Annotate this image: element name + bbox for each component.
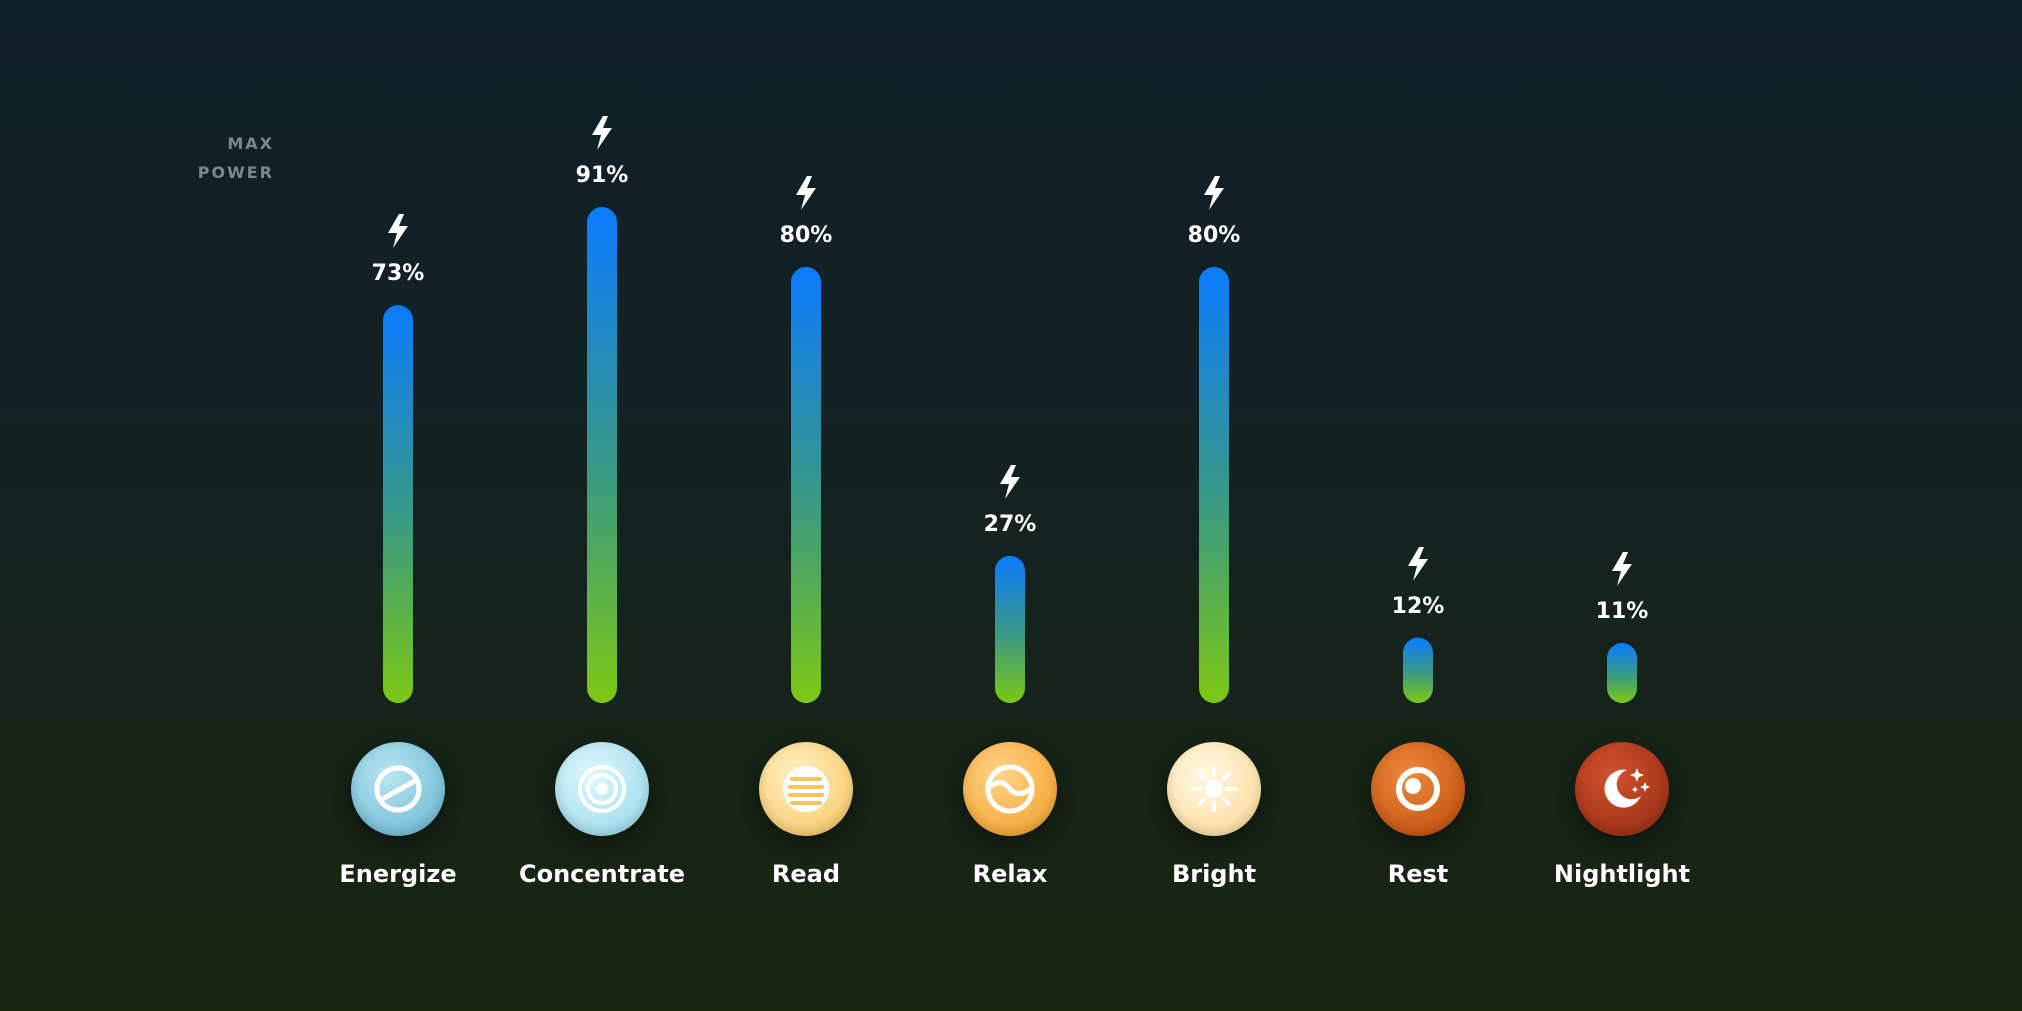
bar-rest [1403,637,1433,703]
lightning-bolt-icon [592,116,612,151]
bar-bright [1199,267,1229,703]
bar-relax [995,555,1025,703]
bar-nightlight [1607,643,1637,703]
lightning-bolt-icon [1612,552,1632,587]
concentrate-icon[interactable] [555,742,649,836]
bar-read [791,267,821,703]
category-label-concentrate: Concentrate [518,860,686,888]
bar-energize [383,305,413,703]
value-label-bright: 80% [1187,223,1241,248]
category-label-read: Read [771,860,841,888]
energize-icon[interactable] [351,742,445,836]
value-label-rest: 12% [1391,593,1445,619]
lightning-bolt-icon [1408,546,1428,581]
lightning-bolt-icon [1204,176,1224,210]
value-label-read: 80% [779,223,833,248]
rest-icon[interactable] [1371,742,1465,836]
lightning-bolt-icon [388,214,408,249]
category-label-bright: Bright [1171,860,1257,888]
category-label-rest: Rest [1387,860,1449,888]
bright-icon[interactable] [1167,742,1261,836]
read-icon[interactable] [759,742,853,836]
category-label-relax: Relax [972,860,1048,888]
value-label-energize: 73% [371,261,425,287]
value-label-nightlight: 11% [1595,599,1649,625]
max-power-label-line1: MAX [227,134,274,153]
value-label-concentrate: 91% [575,163,629,189]
category-label-nightlight: Nightlight [1553,860,1691,888]
lightning-bolt-icon [796,176,816,210]
lightning-bolt-icon [1000,464,1020,499]
category-label-energize: Energize [339,860,457,888]
value-label-relax: 27% [983,511,1037,537]
bar-concentrate [587,207,617,704]
relax-icon[interactable] [963,742,1057,836]
max-power-label-line2: POWER [197,163,274,182]
nightlight-icon[interactable] [1575,742,1669,836]
